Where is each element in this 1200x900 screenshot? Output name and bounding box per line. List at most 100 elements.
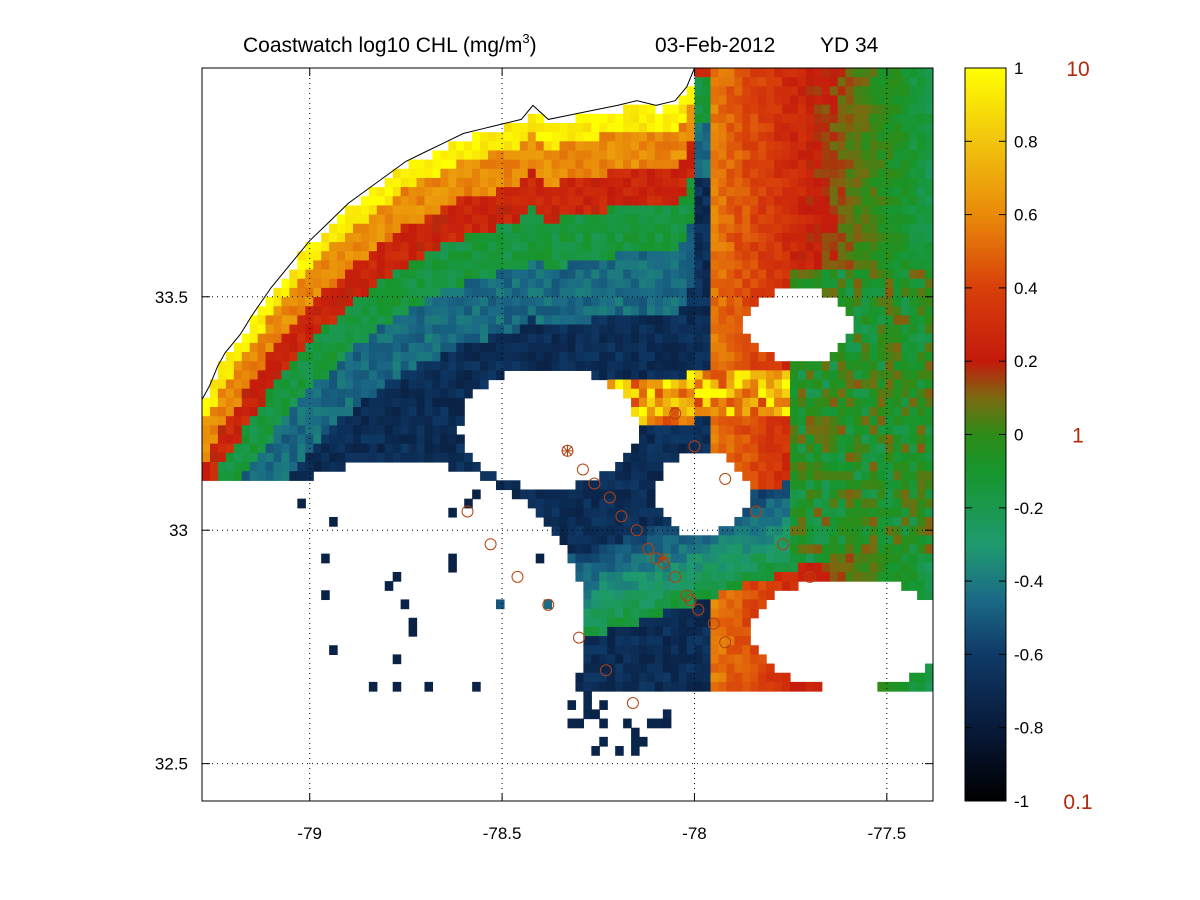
heatmap-cell (416, 187, 426, 197)
heatmap-cell (670, 187, 680, 197)
heatmap-cell (583, 590, 592, 601)
heatmap-cell (750, 654, 759, 665)
heatmap-cell (925, 663, 933, 674)
heatmap-cell (631, 141, 640, 152)
heatmap-cell (591, 278, 600, 289)
heatmap-cell (329, 452, 338, 463)
heatmap-cell (917, 507, 926, 518)
heatmap-cell (321, 315, 330, 326)
heatmap-cell (599, 562, 608, 573)
heatmap-cell (821, 177, 831, 188)
heatmap-cell (646, 617, 656, 628)
heatmap-cell (837, 507, 847, 518)
heatmap-cell (424, 324, 434, 335)
heatmap-cell (845, 77, 855, 87)
heatmap-cell (559, 177, 569, 188)
heatmap-cell (392, 260, 402, 271)
heatmap-cell (305, 287, 314, 298)
heatmap-cell (559, 526, 569, 536)
heatmap-cell (527, 352, 537, 362)
heatmap-cell (805, 526, 815, 536)
heatmap-cell (424, 223, 434, 234)
title-yearday: YD 34 (820, 34, 879, 57)
heatmap-cell (448, 361, 457, 371)
heatmap-cell (782, 443, 791, 454)
heatmap-cell (448, 196, 457, 207)
heatmap-cell (853, 361, 863, 371)
heatmap-cell (718, 177, 728, 188)
heatmap-cell (448, 315, 457, 326)
heatmap-cell (797, 526, 807, 536)
heatmap-cell (448, 379, 457, 390)
heatmap-cell (519, 287, 529, 298)
heatmap-cell (233, 461, 243, 472)
heatmap-cell (511, 278, 521, 289)
heatmap-cell (575, 297, 584, 307)
heatmap-cell (265, 452, 275, 463)
heatmap-cell (734, 654, 743, 665)
heatmap-cell (352, 269, 362, 280)
heatmap-cell (909, 498, 918, 509)
heatmap-cell (646, 306, 656, 316)
heatmap-cell (678, 297, 688, 307)
heatmap-cell (599, 471, 608, 481)
heatmap-cell (917, 260, 926, 271)
heatmap-cell (305, 306, 314, 316)
heatmap-cell (623, 507, 632, 518)
heatmap-cell (352, 223, 362, 234)
heatmap-cell (241, 443, 251, 454)
heatmap-cell (694, 370, 704, 381)
heatmap-cell (345, 397, 354, 408)
heatmap-cell (591, 168, 600, 179)
heatmap-cell (893, 242, 902, 252)
heatmap-cell (797, 471, 807, 481)
heatmap-cell (281, 361, 291, 371)
heatmap-cell (464, 306, 473, 316)
heatmap-cell (225, 388, 235, 399)
heatmap-cell (909, 168, 918, 179)
heatmap-cell (686, 232, 696, 243)
heatmap-cell (877, 214, 886, 225)
heatmap-cell (408, 407, 418, 417)
heatmap-cell (662, 287, 672, 298)
heatmap-cell (837, 443, 847, 454)
heatmap-cell (289, 324, 298, 335)
heatmap-cell (742, 443, 751, 454)
coastline (202, 68, 695, 400)
heatmap-cell (360, 416, 370, 426)
heatmap-cell (686, 132, 696, 142)
heatmap-cell (400, 333, 410, 344)
heatmap-cell (646, 452, 656, 463)
heatmap-cell (416, 205, 426, 216)
heatmap-cell (583, 187, 592, 197)
heatmap-cell (829, 507, 839, 518)
heatmap-cell (813, 553, 823, 564)
heatmap-cell (631, 168, 640, 179)
heatmap-cell (742, 214, 751, 225)
heatmap-cell (297, 434, 306, 445)
heatmap-cell (511, 269, 521, 280)
heatmap-cell (646, 507, 656, 518)
heatmap-cell (329, 388, 338, 399)
heatmap-cell (742, 269, 751, 280)
heatmap-cell (599, 507, 608, 518)
heatmap-cell (599, 333, 608, 344)
heatmap-cell (615, 232, 624, 243)
heatmap-cell (774, 223, 783, 234)
heatmap-cell (575, 141, 584, 152)
heatmap-cell (774, 425, 783, 436)
heatmap-cell (710, 663, 720, 674)
heatmap-cell (416, 297, 426, 307)
heatmap-cell (464, 196, 473, 207)
heatmap-cell (901, 681, 910, 692)
heatmap-cell (885, 526, 894, 536)
heatmap-cell (543, 159, 553, 170)
heatmap-cell (639, 333, 648, 344)
heatmap-cell (321, 232, 330, 243)
heatmap-cell (925, 342, 933, 353)
heatmap-cell (607, 681, 616, 692)
heatmap-cell (869, 379, 878, 390)
heatmap-cell (750, 278, 759, 289)
